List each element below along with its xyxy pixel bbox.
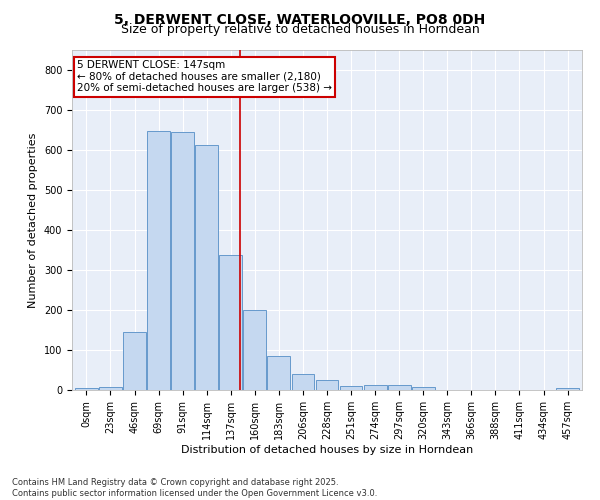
Bar [412, 387, 434, 390]
Bar [340, 386, 362, 390]
Y-axis label: Number of detached properties: Number of detached properties [28, 132, 38, 308]
Text: Size of property relative to detached houses in Horndean: Size of property relative to detached ho… [121, 22, 479, 36]
Bar [220, 255, 242, 390]
Text: Contains HM Land Registry data © Crown copyright and database right 2025.
Contai: Contains HM Land Registry data © Crown c… [12, 478, 377, 498]
Bar [75, 388, 98, 390]
Text: 5, DERWENT CLOSE, WATERLOOVILLE, PO8 0DH: 5, DERWENT CLOSE, WATERLOOVILLE, PO8 0DH [115, 12, 485, 26]
Bar [123, 332, 146, 390]
X-axis label: Distribution of detached houses by size in Horndean: Distribution of detached houses by size … [181, 444, 473, 454]
Bar [364, 385, 386, 390]
Bar [292, 374, 314, 390]
Bar [147, 131, 170, 390]
Text: 5 DERWENT CLOSE: 147sqm
← 80% of detached houses are smaller (2,180)
20% of semi: 5 DERWENT CLOSE: 147sqm ← 80% of detache… [77, 60, 332, 94]
Bar [388, 385, 410, 390]
Bar [244, 310, 266, 390]
Bar [556, 388, 579, 390]
Bar [99, 387, 122, 390]
Bar [171, 132, 194, 390]
Bar [195, 145, 218, 390]
Bar [268, 356, 290, 390]
Bar [316, 380, 338, 390]
